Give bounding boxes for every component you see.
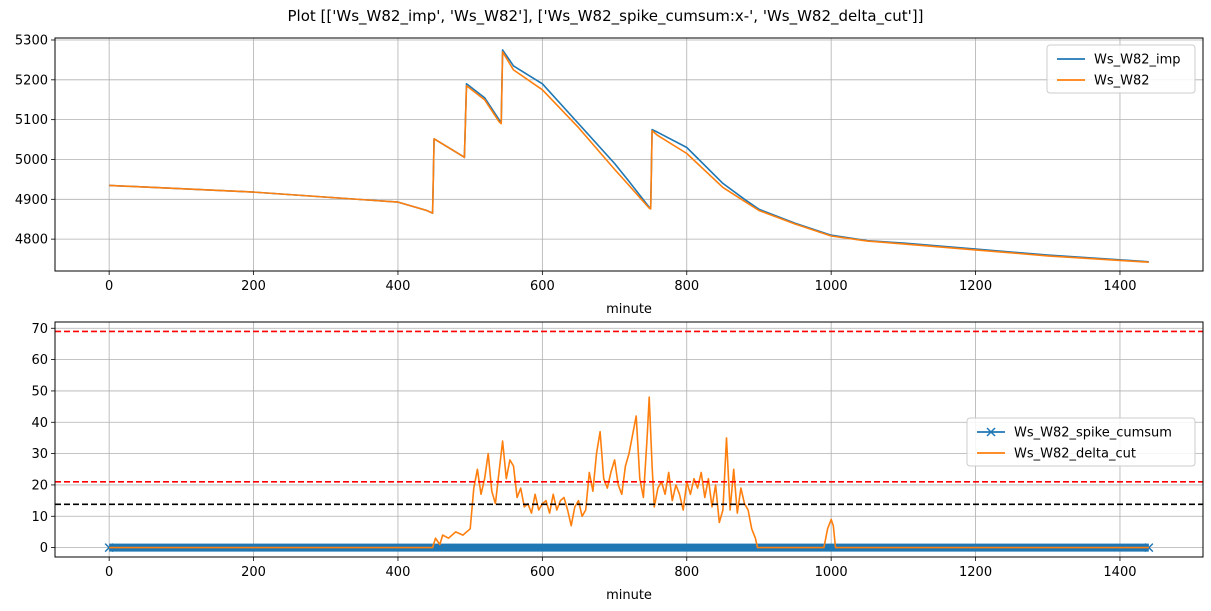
x-tick-label: 1000 <box>815 279 848 294</box>
y-tick-label: 70 <box>31 322 48 337</box>
bottom-axes-frame <box>54 321 1204 558</box>
x-tick-label: 1400 <box>1103 279 1136 294</box>
x-tick-label: 1200 <box>959 565 992 580</box>
top-legend: Ws_W82_imp Ws_W82 <box>1046 44 1196 94</box>
legend-label: Ws_W82 <box>1094 74 1150 89</box>
legend-label: Ws_W82_spike_cumsum <box>1014 426 1172 441</box>
top-subplot: 0 200 400 600 800 1000 1200 1400 4800 4900 5000 510… <box>15 33 1204 317</box>
x-tick-label: 1400 <box>1103 565 1136 580</box>
x-tick-label: 600 <box>530 565 555 580</box>
y-tick-label: 0 <box>40 541 48 556</box>
top-grid <box>55 38 1203 271</box>
legend-marker <box>986 427 996 437</box>
top-series-group <box>109 49 1149 263</box>
x-tick-label: 200 <box>241 279 266 294</box>
top-ticks: 0 200 400 600 800 1000 1200 1400 4800 4900 5000 510… <box>15 33 1137 294</box>
x-tick-label: 200 <box>241 565 266 580</box>
x-tick-label: 800 <box>674 279 699 294</box>
y-tick-label: 4900 <box>15 193 48 208</box>
series-marker <box>104 543 114 553</box>
top-x-axis-label: minute <box>606 302 652 317</box>
y-tick-label: 5000 <box>15 153 48 168</box>
figure-title: Plot [['Ws_W82_imp', 'Ws_W82'], ['Ws_W82… <box>288 7 924 26</box>
x-tick-label: 0 <box>105 279 113 294</box>
y-tick-label: 60 <box>31 353 48 368</box>
series-markers-Ws_W82_spike_cumsum <box>109 543 1149 552</box>
y-tick-label: 10 <box>31 510 48 525</box>
x-tick-label: 1200 <box>959 279 992 294</box>
legend-box <box>1046 44 1196 94</box>
legend-label: Ws_W82_imp <box>1094 53 1181 68</box>
y-tick-label: 5200 <box>15 73 48 88</box>
bottom-ticks: 0 200 400 600 800 1000 1200 1400 0 10 20 30 40 50 60 70 <box>31 322 1136 580</box>
y-tick-label: 30 <box>31 447 48 462</box>
bottom-subplot: 0 200 400 600 800 1000 1200 1400 0 10 20 30 40 50 60 70… <box>31 321 1204 603</box>
y-tick-label: 5300 <box>15 33 48 48</box>
y-tick-label: 50 <box>31 384 48 399</box>
bottom-x-axis-label: minute <box>606 588 652 603</box>
y-tick-label: 5100 <box>15 113 48 128</box>
x-tick-label: 400 <box>386 279 411 294</box>
series-line-Ws_W82_delta_cut <box>109 396 1149 549</box>
x-tick-label: 400 <box>386 565 411 580</box>
legend-box <box>966 417 1196 467</box>
x-tick-label: 800 <box>674 565 699 580</box>
y-tick-label: 20 <box>31 478 48 493</box>
y-tick-label: 4800 <box>15 233 48 248</box>
bottom-series-group <box>55 330 1203 553</box>
x-tick-label: 0 <box>105 565 113 580</box>
series-line-Ws_W82 <box>109 51 1149 263</box>
x-tick-label: 1000 <box>815 565 848 580</box>
y-tick-label: 40 <box>31 416 48 431</box>
top-axes-frame <box>54 37 1204 272</box>
x-tick-label: 600 <box>530 279 555 294</box>
series-line-Ws_W82_imp <box>109 49 1149 263</box>
series-marker <box>1144 543 1154 553</box>
bottom-legend: Ws_W82_spike_cumsum Ws_W82_delta_cut <box>966 417 1196 467</box>
legend-label: Ws_W82_delta_cut <box>1014 447 1136 462</box>
